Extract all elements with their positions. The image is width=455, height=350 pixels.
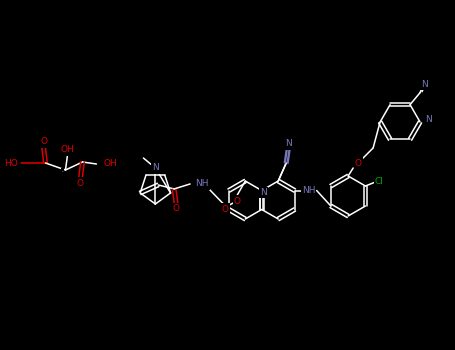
Text: NH: NH	[195, 180, 208, 188]
Text: O: O	[77, 178, 84, 188]
Text: OH: OH	[61, 146, 74, 154]
Text: N: N	[260, 188, 267, 197]
Text: NH: NH	[302, 186, 315, 195]
Text: NH: NH	[195, 180, 208, 188]
Text: O: O	[234, 196, 241, 205]
Text: O: O	[354, 159, 362, 168]
Text: N: N	[285, 140, 292, 148]
Text: N: N	[425, 114, 431, 124]
Text: Cl: Cl	[375, 176, 384, 186]
Text: N: N	[285, 140, 292, 148]
Text: N: N	[421, 80, 427, 89]
Text: NH: NH	[302, 186, 315, 195]
Text: O: O	[40, 138, 47, 147]
Text: N: N	[152, 163, 159, 173]
Text: ·: ·	[61, 169, 63, 175]
Text: HO: HO	[4, 159, 18, 168]
Text: OH: OH	[103, 160, 117, 168]
Text: O: O	[222, 204, 229, 214]
Text: O: O	[172, 204, 180, 214]
